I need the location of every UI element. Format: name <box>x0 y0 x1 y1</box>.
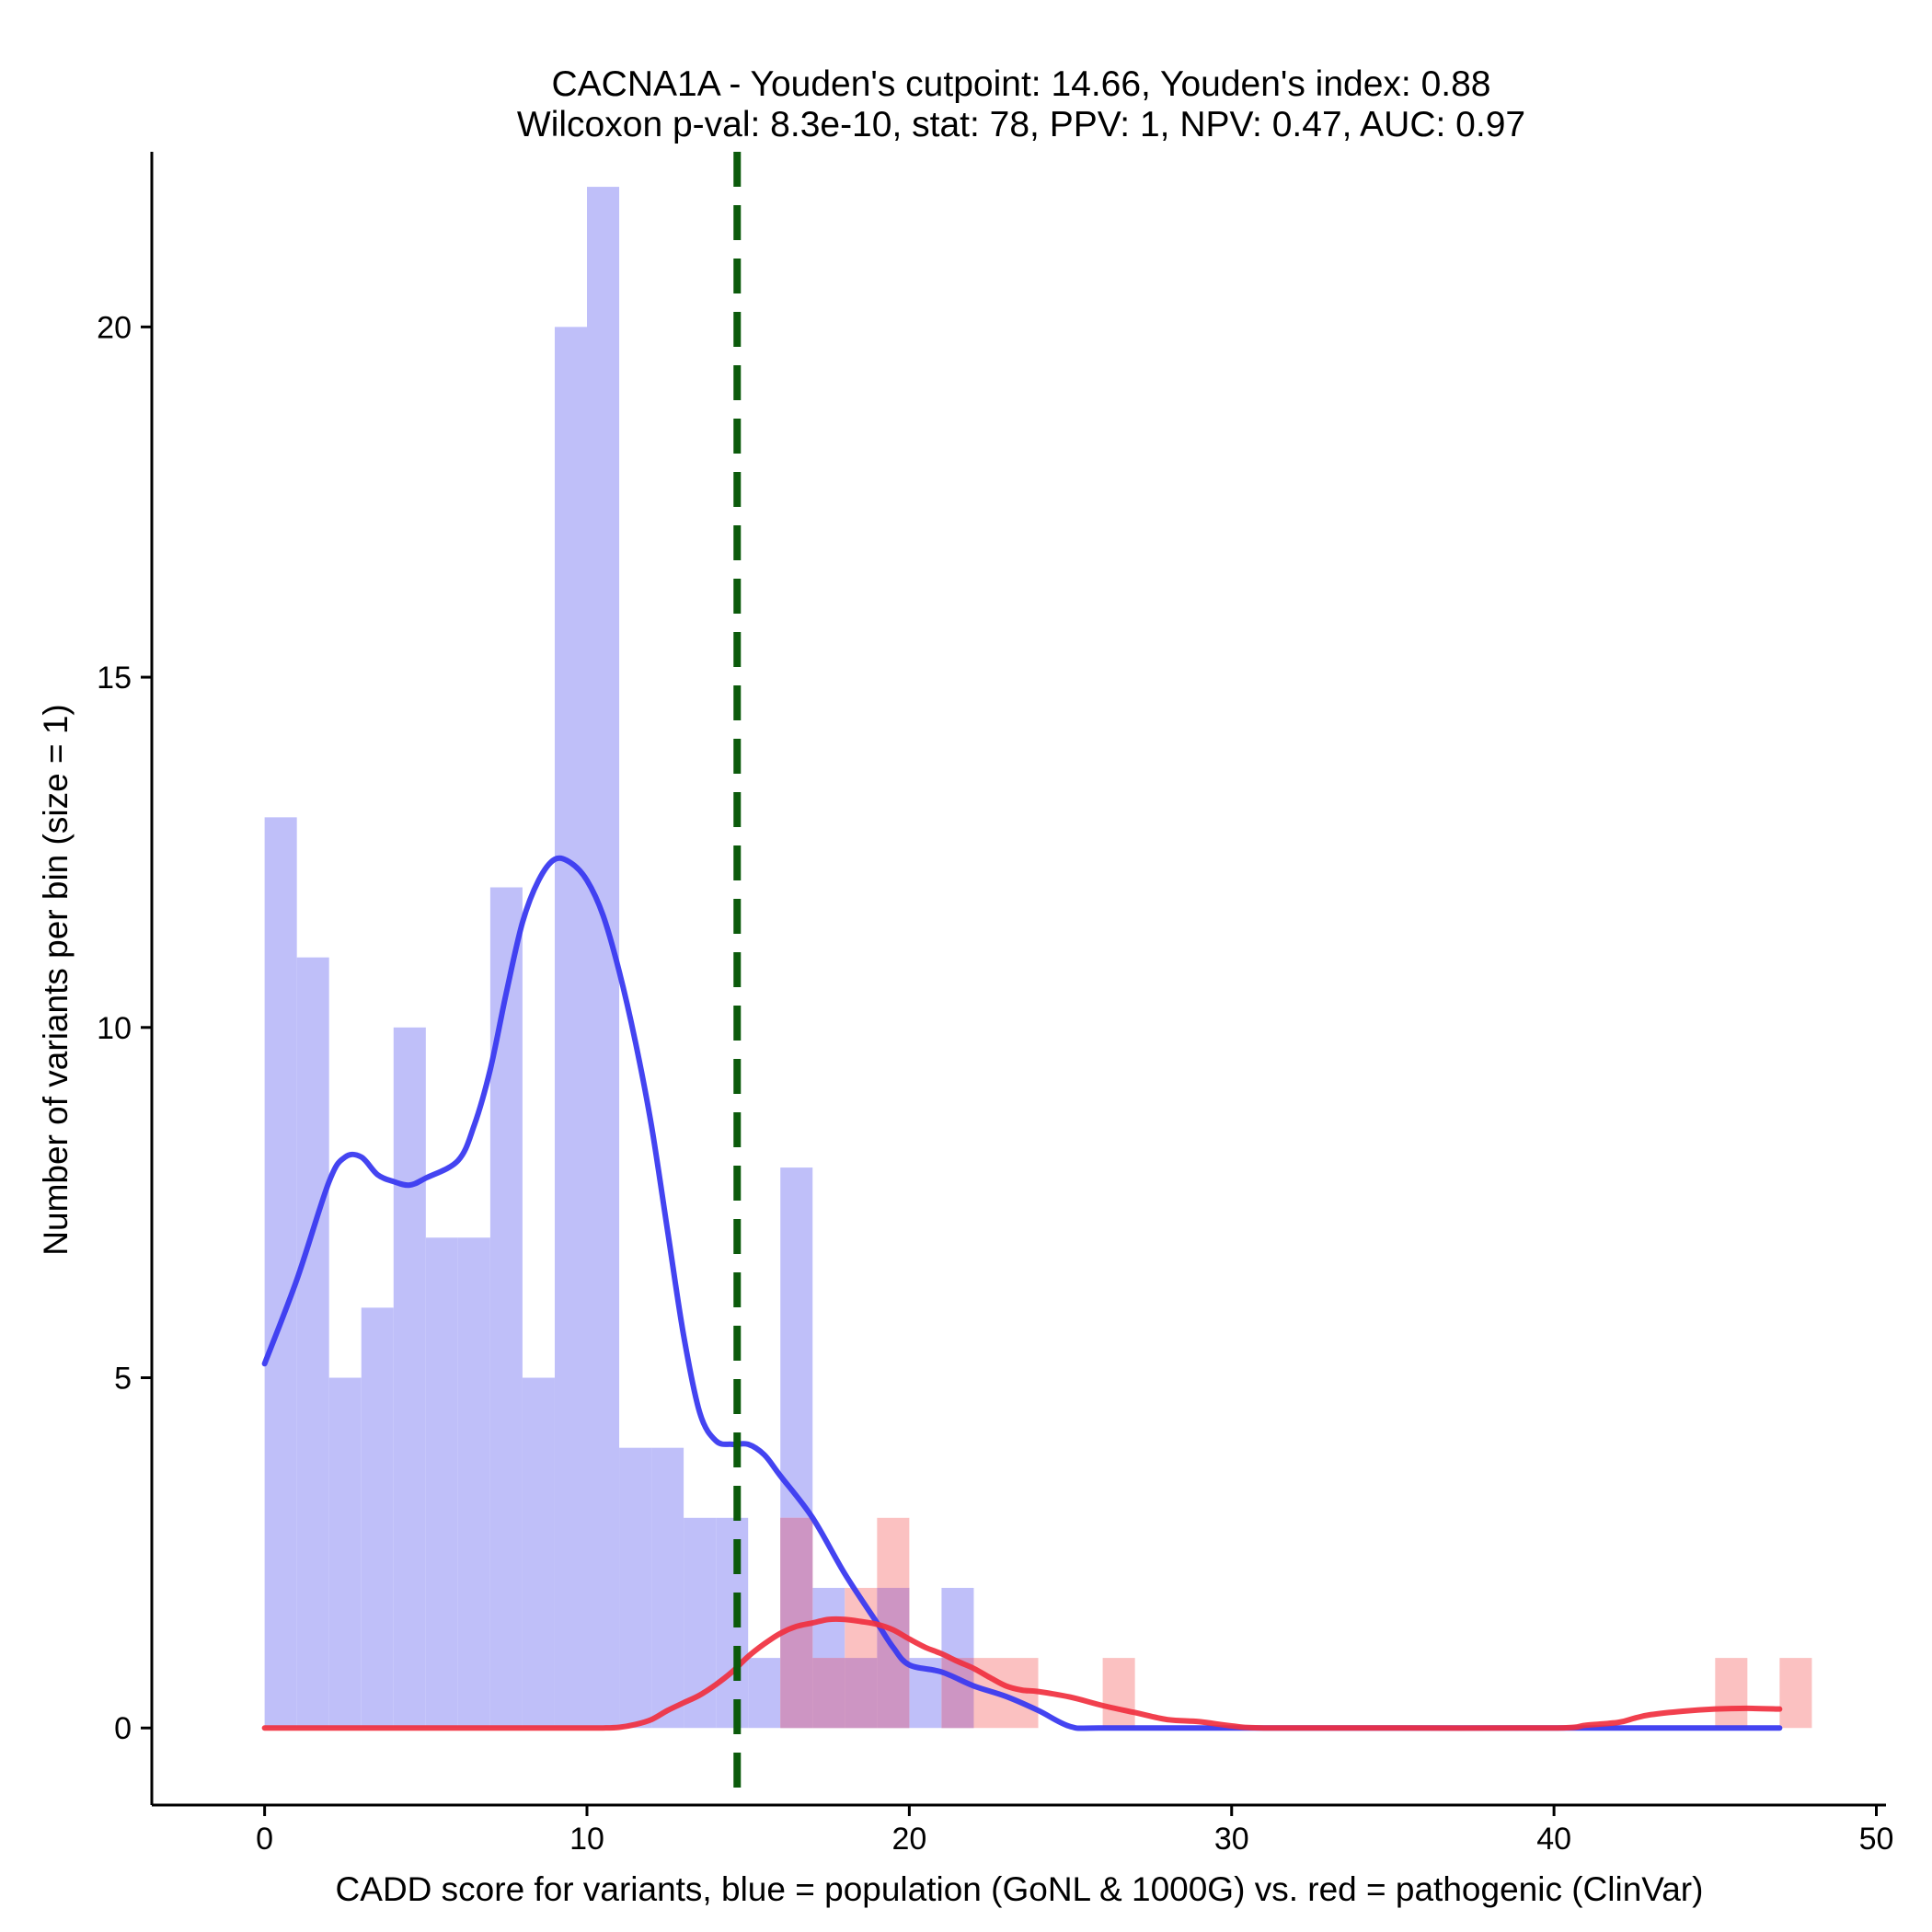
y-tick-label: 10 <box>97 1011 132 1046</box>
pathogenic-bar <box>1102 1658 1135 1729</box>
x-ticks: 0 10 20 30 40 50 <box>256 1805 1893 1857</box>
axes: 0 10 20 30 40 50 0 5 10 15 20 <box>97 152 1893 1857</box>
population-bar <box>554 327 588 1729</box>
x-tick-label: 0 <box>256 1822 273 1857</box>
population-bar <box>457 1237 490 1729</box>
overlap-bar <box>812 1658 845 1729</box>
population-bar <box>328 1377 362 1729</box>
y-tick-label: 0 <box>114 1711 132 1746</box>
pathogenic-bar <box>1715 1658 1748 1729</box>
y-axis-label: Number of variants per bin (size = 1) <box>37 704 75 1255</box>
population-bar <box>296 957 329 1729</box>
population-bar <box>651 1447 684 1729</box>
x-tick-label: 50 <box>1859 1822 1894 1857</box>
population-bar <box>393 1027 426 1729</box>
population-bar <box>264 817 297 1729</box>
x-axis-label: CADD score for variants, blue = populati… <box>336 1870 1704 1908</box>
x-tick-label: 30 <box>1214 1822 1249 1857</box>
population-bar <box>619 1447 652 1729</box>
population-bars <box>264 187 974 1729</box>
pathogenic-bar <box>1779 1658 1812 1729</box>
y-tick-label: 15 <box>97 661 132 696</box>
chart-title: CACNA1A - Youden's cutpoint: 14.66, Youd… <box>552 64 1491 104</box>
x-tick-label: 10 <box>569 1822 604 1857</box>
x-tick-label: 20 <box>891 1822 926 1857</box>
y-tick-label: 5 <box>114 1362 132 1397</box>
overlap-bar <box>941 1658 974 1729</box>
overlap-bar <box>845 1658 878 1729</box>
population-bar <box>489 887 523 1729</box>
y-tick-label: 20 <box>97 310 132 345</box>
pathogenic-density-line <box>261 1616 1783 1731</box>
population-bar <box>522 1377 555 1729</box>
x-tick-label: 40 <box>1536 1822 1571 1857</box>
population-bar <box>425 1237 458 1729</box>
population-bar <box>716 1517 749 1729</box>
y-ticks: 0 5 10 15 20 <box>97 310 152 1746</box>
population-bar <box>748 1658 781 1729</box>
population-bar <box>361 1307 394 1729</box>
chart-subtitle: Wilcoxon p-val: 8.3e-10, stat: 78, PPV: … <box>517 105 1525 144</box>
population-density-line <box>261 855 1783 1731</box>
